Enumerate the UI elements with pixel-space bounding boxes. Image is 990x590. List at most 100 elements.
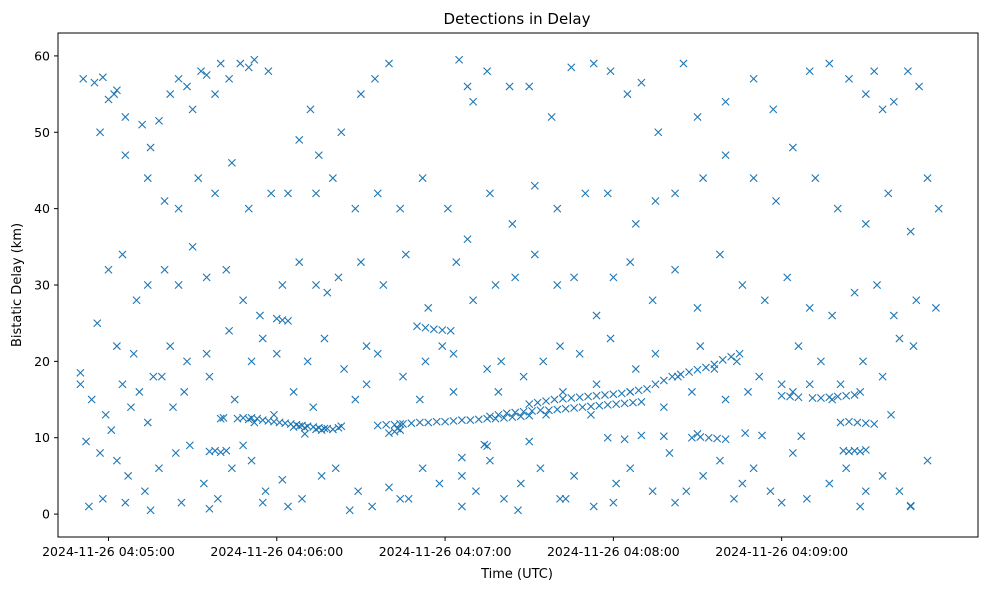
data-point bbox=[648, 487, 657, 496]
data-point bbox=[373, 189, 382, 198]
data-point bbox=[802, 494, 811, 503]
data-point bbox=[84, 502, 93, 511]
data-point bbox=[239, 441, 248, 450]
data-point bbox=[129, 349, 138, 358]
data-point bbox=[429, 325, 438, 334]
data-point bbox=[609, 498, 618, 507]
data-point bbox=[589, 502, 598, 511]
data-point bbox=[671, 265, 680, 274]
data-point bbox=[567, 394, 576, 403]
data-point bbox=[786, 392, 795, 401]
data-point bbox=[634, 386, 643, 395]
data-point bbox=[679, 59, 688, 68]
data-point bbox=[418, 174, 427, 183]
data-point bbox=[303, 357, 312, 366]
data-point bbox=[592, 391, 601, 400]
data-point bbox=[272, 349, 281, 358]
data-point bbox=[516, 479, 525, 488]
data-point bbox=[842, 464, 851, 473]
data-point bbox=[418, 464, 427, 473]
data-point bbox=[199, 479, 208, 488]
data-point bbox=[166, 342, 175, 351]
data-point bbox=[306, 105, 315, 114]
data-point bbox=[693, 113, 702, 121]
data-point bbox=[805, 303, 814, 312]
data-point bbox=[474, 415, 483, 424]
data-point bbox=[570, 471, 579, 480]
x-tick-label: 2024-11-26 04:05:00 bbox=[42, 544, 175, 559]
data-point bbox=[289, 387, 298, 396]
data-point bbox=[384, 59, 393, 68]
data-point bbox=[399, 372, 407, 381]
data-point bbox=[469, 296, 478, 305]
x-axis: 2024-11-26 04:05:00 2024-11-26 04:06:00 20… bbox=[42, 537, 848, 559]
data-point bbox=[449, 416, 458, 425]
data-point bbox=[441, 417, 450, 426]
data-point bbox=[626, 387, 635, 396]
data-point bbox=[861, 90, 870, 99]
data-point bbox=[539, 357, 548, 366]
data-point bbox=[96, 128, 105, 137]
data-point bbox=[121, 113, 130, 121]
data-point bbox=[578, 403, 587, 412]
data-point bbox=[267, 189, 276, 198]
data-point bbox=[525, 411, 534, 420]
data-point bbox=[626, 258, 635, 267]
data-point bbox=[836, 418, 845, 427]
data-point bbox=[278, 475, 287, 484]
data-point bbox=[183, 357, 192, 366]
data-point bbox=[648, 296, 657, 305]
data-point bbox=[586, 402, 595, 411]
data-point bbox=[699, 471, 708, 480]
data-point bbox=[654, 128, 663, 137]
data-point bbox=[421, 323, 430, 332]
data-point bbox=[553, 405, 562, 414]
data-point bbox=[104, 265, 113, 274]
data-point bbox=[227, 158, 236, 167]
data-point bbox=[174, 281, 183, 289]
data-point bbox=[884, 189, 893, 198]
x-tick-label: 2024-11-26 04:09:00 bbox=[715, 544, 848, 559]
data-point bbox=[651, 380, 660, 389]
data-point bbox=[143, 281, 152, 289]
data-point bbox=[446, 326, 455, 335]
data-point bbox=[844, 417, 853, 426]
data-point bbox=[188, 105, 197, 114]
data-point bbox=[556, 342, 565, 351]
data-point bbox=[696, 342, 705, 351]
data-point bbox=[665, 449, 674, 457]
data-point bbox=[351, 395, 360, 404]
data-point bbox=[370, 74, 379, 83]
data-point bbox=[87, 395, 96, 404]
data-point bbox=[887, 410, 896, 419]
data-point bbox=[334, 423, 343, 432]
data-point bbox=[561, 494, 570, 503]
data-point bbox=[82, 437, 91, 446]
data-point bbox=[794, 393, 803, 402]
data-point bbox=[379, 281, 388, 289]
data-point bbox=[606, 334, 615, 343]
data-point bbox=[396, 204, 405, 213]
y-axis-label: Bistatic Delay (km) bbox=[10, 223, 25, 347]
data-point bbox=[121, 151, 130, 160]
data-point bbox=[718, 355, 727, 364]
data-point bbox=[553, 281, 562, 289]
data-point bbox=[609, 273, 618, 282]
data-point bbox=[766, 487, 775, 496]
data-point bbox=[337, 128, 346, 137]
data-point bbox=[469, 97, 478, 106]
data-point bbox=[536, 406, 545, 415]
data-point bbox=[909, 342, 918, 351]
data-point bbox=[623, 90, 632, 99]
data-point bbox=[721, 97, 730, 106]
data-point bbox=[544, 406, 553, 415]
data-point bbox=[351, 204, 360, 213]
x-tick-label: 2024-11-26 04:07:00 bbox=[379, 544, 512, 559]
data-point bbox=[432, 417, 441, 426]
data-point bbox=[760, 296, 769, 305]
data-point bbox=[861, 445, 870, 454]
data-point bbox=[525, 400, 534, 409]
data-point bbox=[328, 174, 337, 183]
data-point bbox=[356, 258, 365, 267]
